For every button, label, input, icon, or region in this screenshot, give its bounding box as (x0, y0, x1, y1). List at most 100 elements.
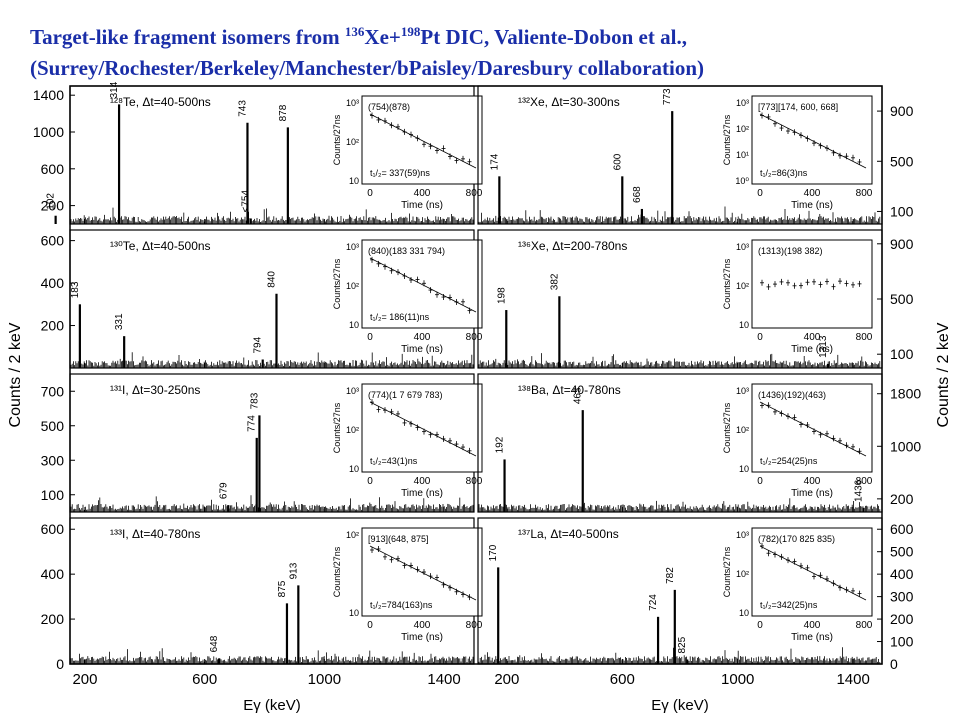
peak-label: 878 (278, 104, 289, 121)
inset-fit-line (759, 545, 867, 601)
inset-gate-label: [913](648, 875] (368, 534, 429, 544)
peak-label: 183 (70, 281, 81, 298)
inset-ytick-label: 10 (349, 176, 359, 186)
inset-fit-line (369, 113, 477, 169)
inset-xlabel: Time (ns) (791, 200, 833, 211)
spectrum-noise (70, 495, 474, 512)
inset-ylabel: Counts/27ns (332, 114, 342, 165)
inset-xlabel: Time (ns) (401, 488, 443, 499)
inset-ylabel: Counts/27ns (722, 114, 732, 165)
figure-title-line1: Target-like fragment isomers from 136Xe+… (30, 24, 687, 49)
peak-label: 382 (549, 273, 560, 290)
inset-xtick-label: 0 (757, 332, 763, 343)
ytick-label: 200 (41, 198, 65, 214)
peak-label: 314 (109, 81, 120, 98)
inset-xtick-label: 0 (757, 476, 763, 487)
peak-label: 102 (46, 193, 57, 210)
ytick-label: 500 (890, 544, 914, 560)
inset-box (361, 95, 483, 185)
spectrum-noise (478, 647, 881, 664)
inset-ytick-label: 10³ (346, 386, 359, 396)
peak-label: 463 (573, 387, 584, 404)
inset-ytick-label: 10² (346, 530, 359, 540)
peak-label: 170 (488, 544, 499, 561)
panel-label: ¹³⁶Xe, Δt=200-780ns (518, 239, 627, 253)
inset-xtick-label: 400 (414, 332, 431, 343)
ytick-label: 600 (890, 521, 914, 537)
inset-fit-line (369, 257, 477, 313)
ytick-label: 100 (41, 487, 65, 503)
x-axis-label: Eγ (keV) (651, 697, 709, 714)
inset-halflife: t₁/₂=43(1)ns (370, 456, 418, 466)
peak-label: 331 (114, 313, 125, 330)
ytick-label: 100 (890, 346, 914, 362)
ytick-label: 500 (890, 291, 914, 307)
inset-132Xe: 10³ 10² 10¹ 10⁰ Counts/27ns 0 400 800 Time (ns) [… (722, 95, 873, 211)
inset-halflife: t₁/₂=86(3)ns (760, 168, 808, 178)
peak-label: 668 (632, 186, 643, 203)
inset-131I: 10³ 10² 10 Counts/27ns 0 400 800 Time (ns) (774)… (332, 383, 483, 499)
inset-130Te: 10³ 10² 10 Counts/27ns 0 400 800 Time (ns) (840)… (332, 239, 483, 355)
ytick-label: 300 (890, 589, 914, 605)
inset-xtick-label: 400 (804, 476, 821, 487)
inset-ytick-label: 10 (349, 464, 359, 474)
ytick-label: 600 (41, 521, 65, 537)
spectrum-noise (478, 353, 881, 368)
peak-label: 773 (662, 88, 673, 105)
ytick-label: 600 (41, 233, 65, 249)
panel-132Xe: 174 600 668 773 ¹³²Xe, Δt=30-300ns 100 500 900 1… (477, 85, 914, 225)
ytick-label: 200 (890, 491, 914, 507)
ytick-label: 500 (41, 418, 65, 434)
inset-xtick-label: 0 (757, 188, 763, 199)
ytick-label: 100 (890, 634, 914, 650)
peak-label: <754 (241, 190, 252, 213)
inset-137La: 10³ 10² 10 Counts/27ns 0 400 800 Time (ns) (782)… (722, 527, 873, 643)
inset-xlabel: Time (ns) (401, 344, 443, 355)
ytick-label: 900 (890, 236, 914, 252)
panel-label: ¹³¹I, Δt=30-250ns (110, 383, 200, 397)
spectrum-noise (478, 498, 881, 512)
xtick-label: 1000 (721, 671, 754, 688)
inset-gate-label: (1313)(198 382) (758, 246, 823, 256)
inset-ytick-label: 10 (739, 608, 749, 618)
inset-ylabel: Counts/27ns (722, 402, 732, 453)
inset-gate-label: (754)(878) (368, 102, 410, 112)
panel-border (477, 373, 883, 513)
ytick-label: 400 (890, 566, 914, 582)
inset-box (751, 239, 873, 329)
inset-xlabel: Time (ns) (401, 200, 443, 211)
inset-ytick-label: 10³ (736, 98, 749, 108)
inset-ylabel: Counts/27ns (332, 546, 342, 597)
inset-xtick-label: 400 (804, 332, 821, 343)
inset-gate-label: (840)(183 331 794) (368, 246, 445, 256)
inset-halflife: t₁/₂= 186(11)ns (370, 312, 430, 322)
peak-label: 679 (218, 482, 229, 499)
inset-xlabel: Time (ns) (401, 632, 443, 643)
peak-label: 198 (496, 287, 507, 304)
inset-gate-label: [773][174, 600, 668] (758, 102, 838, 112)
xtick-label: 1000 (308, 671, 341, 688)
inset-halflife: t₁/₂= 337(59)ns (370, 168, 430, 178)
inset-fit-line (369, 545, 477, 601)
inset-128Te: 10³ 10² 10 Counts/27ns 0 400 800 Time (ns) (754)… (332, 95, 483, 211)
peak-label: 648 (209, 635, 220, 652)
inset-xtick-label: 800 (466, 620, 483, 631)
ytick-label: 500 (890, 153, 914, 169)
inset-xtick-label: 800 (856, 476, 873, 487)
y-axis-label-right: Counts / 2 keV (935, 322, 952, 427)
inset-xtick-label: 0 (367, 188, 373, 199)
xtick-label: 600 (610, 671, 635, 688)
inset-xtick-label: 800 (856, 620, 873, 631)
ytick-label: 1800 (890, 386, 921, 402)
inset-box (361, 383, 483, 473)
xtick-label: 200 (494, 671, 519, 688)
peak-label: 600 (612, 153, 623, 170)
panel-border (477, 85, 883, 225)
x-axis-label: Eγ (keV) (243, 697, 301, 714)
inset-xlabel: Time (ns) (791, 488, 833, 499)
inset-box (751, 527, 873, 617)
peak-label: 783 (249, 392, 260, 409)
inset-xtick-label: 0 (367, 620, 373, 631)
inset-xtick-label: 800 (856, 332, 873, 343)
